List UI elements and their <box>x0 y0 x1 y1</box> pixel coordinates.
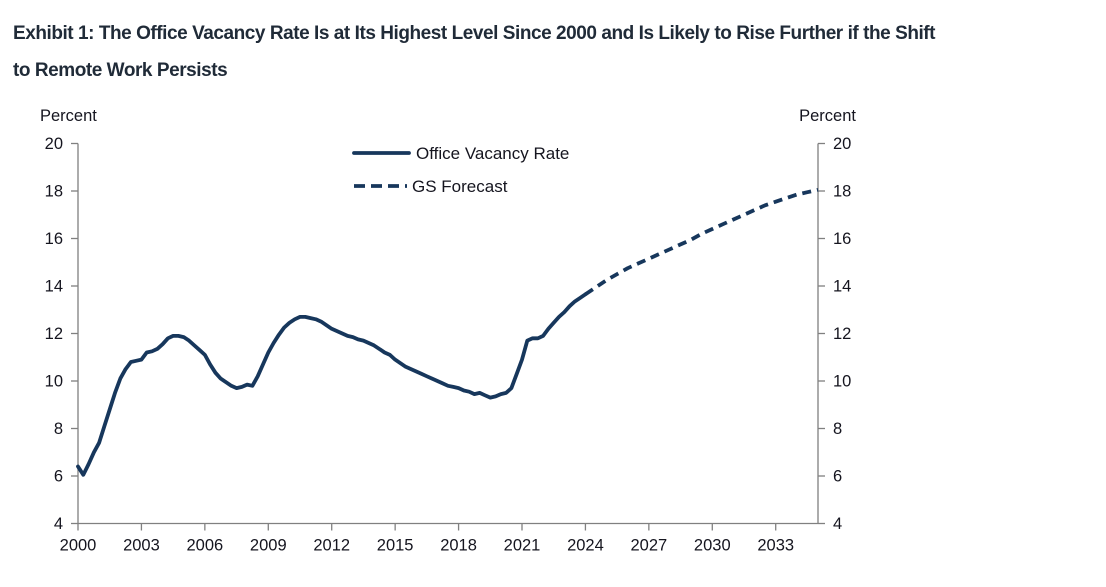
x-tick-label: 2015 <box>377 537 414 555</box>
y-axis-title-left: Percent <box>40 107 97 125</box>
x-tick-label: 2027 <box>630 537 667 555</box>
y-tick-label-right: 20 <box>833 135 851 153</box>
series-line-dashed <box>584 187 819 296</box>
y-tick-label-left: 10 <box>45 373 63 391</box>
legend: Office Vacancy Rate GS Forecast <box>352 144 569 196</box>
legend-label-gs-forecast: GS Forecast <box>412 177 508 196</box>
x-tick-label: 2012 <box>313 537 350 555</box>
axes <box>71 142 825 531</box>
exhibit-title-line2: to Remote Work Persists <box>13 60 228 81</box>
axis-labels: 4 4 6 6 8 8 10 10 12 12 14 14 16 16 18 18 20 20 2000 2003 20… <box>40 107 856 555</box>
x-tick-label: 2021 <box>504 537 541 555</box>
x-tick-label: 2000 <box>60 537 97 555</box>
x-tick-label: 2033 <box>757 537 794 555</box>
legend-label-office-vacancy-rate: Office Vacancy Rate <box>416 144 569 163</box>
y-tick-label-right: 10 <box>833 373 851 391</box>
series-line-solid <box>76 292 588 477</box>
y-tick-label-right: 18 <box>833 183 851 201</box>
y-tick-label-right: 4 <box>833 515 842 533</box>
y-tick-label-left: 6 <box>54 468 63 486</box>
y-tick-label-right: 8 <box>833 420 842 438</box>
x-tick-label: 2009 <box>250 537 287 555</box>
x-tick-label: 2006 <box>186 537 223 555</box>
y-tick-label-left: 20 <box>45 135 63 153</box>
y-axis-title-right: Percent <box>799 107 856 125</box>
y-tick-label-left: 12 <box>45 325 63 343</box>
y-tick-label-left: 14 <box>45 278 63 296</box>
y-tick-label-left: 16 <box>45 230 63 248</box>
y-tick-label-right: 14 <box>833 278 851 296</box>
y-tick-label-right: 16 <box>833 230 851 248</box>
y-tick-label-right: 12 <box>833 325 851 343</box>
y-tick-label-left: 8 <box>54 420 63 438</box>
y-tick-label-right: 6 <box>833 468 842 486</box>
x-tick-label: 2003 <box>123 537 160 555</box>
exhibit-title-line1: Exhibit 1: The Office Vacancy Rate Is at… <box>13 23 936 44</box>
y-tick-label-left: 18 <box>45 183 63 201</box>
exhibit-title: Exhibit 1: The Office Vacancy Rate Is at… <box>13 15 1098 89</box>
x-tick-label: 2024 <box>567 537 604 555</box>
y-tick-label-left: 4 <box>54 515 63 533</box>
x-tick-label: 2018 <box>440 537 477 555</box>
x-tick-label: 2030 <box>694 537 731 555</box>
